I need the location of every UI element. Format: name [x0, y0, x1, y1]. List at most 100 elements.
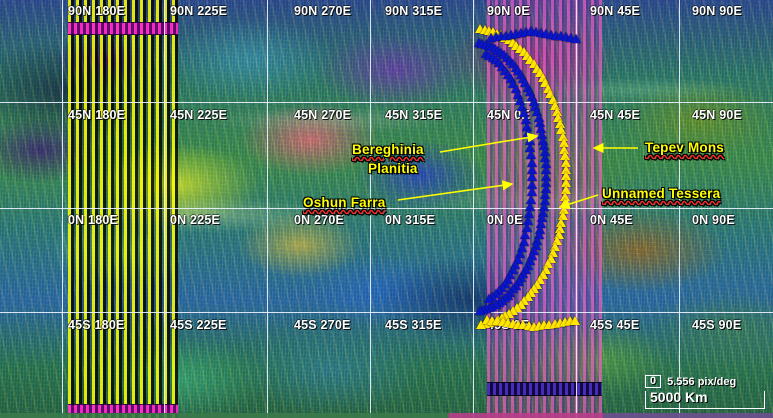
footprint-marker-blue-i35 [512, 254, 523, 264]
footprint-marker-yellow-49 [538, 269, 548, 279]
footprint-marker-yellow-b13 [549, 318, 560, 328]
footprint-marker-yellow-b10 [534, 321, 544, 331]
footprint-marker-yellow-31 [560, 158, 571, 168]
footprint-marker-yellow-34 [560, 178, 571, 188]
footprint-marker-yellow-19 [542, 83, 553, 93]
footprint-marker-yellow-33 [560, 171, 571, 181]
footprint-marker-blue-30 [540, 153, 551, 163]
scale-distance-bar: 5000 Km [645, 389, 765, 409]
footprint-marker-blue-i26 [526, 194, 537, 204]
footprint-marker-blue-24 [534, 118, 545, 128]
footprint-marker-yellow-48 [540, 264, 551, 274]
footprint-marker-yellow-18 [540, 78, 551, 88]
footprint-marker-blue-i24 [526, 179, 537, 189]
footprint-marker-blue-i7 [502, 69, 513, 79]
footprint-marker-yellow-46 [545, 253, 556, 263]
footprint-marker-blue-i11 [513, 90, 524, 99]
footprint-marker-yellow-17 [537, 73, 548, 83]
footprint-marker-yellow-b8 [523, 321, 534, 331]
annotation-unnamed-tessera: Unnamed Tessera [602, 186, 721, 201]
footprint-marker-yellow-24 [553, 112, 564, 122]
footprint-marker-yellow-25 [554, 118, 565, 128]
footprint-marker-blue-i12 [515, 95, 526, 105]
footprint-marker-blue-42 [535, 224, 546, 234]
footprint-marker-blue-i15 [520, 114, 531, 124]
footprint-marker-yellow-47 [543, 259, 554, 269]
footprint-marker-blue-37 [539, 195, 550, 205]
footprint-marker-blue-45 [530, 241, 541, 250]
footprint-marker-blue-i21 [526, 157, 537, 167]
footprint-marker-blue-i31 [520, 229, 531, 239]
footprint-marker-blue-17 [522, 82, 533, 92]
footprint-marker-blue-i14 [519, 108, 530, 118]
footprint-marker-yellow-21 [547, 94, 558, 104]
footprint-marker-yellow-50 [535, 274, 546, 284]
footprint-marker-yellow-b5 [508, 318, 518, 328]
footprint-marker-blue-22 [532, 107, 543, 117]
orbit-track-stripes-yellow [68, 0, 178, 418]
footprint-marker-yellow-23 [551, 106, 562, 116]
footprint-marker-yellow-b4 [502, 318, 513, 327]
footprint-marker-yellow-26 [556, 125, 567, 135]
footprint-marker-yellow-b17 [570, 315, 581, 325]
footprint-marker-blue-21 [530, 102, 541, 112]
footprint-marker-blue-i32 [518, 236, 529, 246]
footprint-marker-yellow-29 [559, 144, 570, 154]
footprint-marker-blue-i8 [505, 74, 516, 84]
footprint-marker-blue-i34 [514, 248, 525, 258]
footprint-marker-yellow-b7 [518, 320, 529, 330]
footprint-marker-yellow-b6 [513, 319, 524, 329]
footprint-marker-blue-47 [527, 251, 538, 261]
footprint-marker-yellow-b1 [487, 315, 498, 325]
orbit-cap-bar-south-0e [487, 382, 602, 396]
footprint-marker-yellow-22 [549, 100, 560, 110]
footprint-marker-blue-38 [539, 201, 550, 211]
orbit-cap-bar-north-180e [68, 22, 178, 35]
footprint-marker-yellow-40 [556, 217, 567, 227]
footprint-marker-blue-41 [536, 219, 547, 229]
footprint-marker-yellow-15 [531, 63, 542, 73]
footprint-marker-yellow-b0 [482, 314, 492, 324]
footprint-marker-blue-i25 [526, 187, 537, 197]
footprint-marker-yellow-41 [555, 224, 566, 234]
footprint-marker-blue-i30 [521, 223, 532, 233]
footprint-marker-yellow-b12 [544, 319, 555, 329]
footprint-marker-yellow-b2 [492, 316, 503, 326]
footprint-marker-blue-18 [524, 87, 535, 97]
footprint-marker-yellow-16 [534, 68, 545, 78]
footprint-marker-blue-t17 [571, 34, 581, 44]
footprint-marker-yellow-32 [560, 164, 571, 174]
footprint-marker-blue-i33 [516, 242, 527, 252]
footprint-marker-yellow-b14 [554, 318, 565, 327]
footprint-marker-blue-i29 [523, 216, 534, 226]
scale-bar-widget: 0 5.556 pix/deg 5000 Km [645, 375, 765, 409]
footprint-marker-yellow-b15 [560, 317, 570, 327]
footprint-marker-yellow-27 [557, 131, 568, 141]
footprint-marker-blue-66 [474, 305, 485, 315]
footprint-marker-blue-i23 [526, 172, 537, 182]
footprint-marker-blue-23 [533, 112, 544, 122]
footprint-marker-yellow-43 [551, 236, 562, 246]
footprint-marker-yellow-b9 [528, 322, 539, 331]
footprint-marker-yellow-30 [560, 151, 571, 161]
footprint-marker-yellow-44 [549, 242, 560, 252]
footprint-marker-yellow-38 [558, 204, 569, 214]
footprint-marker-blue-34 [540, 177, 551, 187]
footprint-marker-yellow-42 [553, 230, 564, 240]
footprint-marker-yellow-20 [545, 89, 556, 99]
footprint-marker-blue-i28 [524, 209, 535, 219]
annotation-oshun-farra: Oshun Farra [303, 195, 386, 210]
footprint-marker-yellow-45 [547, 248, 558, 258]
footprint-marker-blue-i22 [526, 164, 537, 174]
footprint-marker-blue-32 [540, 165, 551, 175]
footprint-marker-blue-i38 [505, 270, 516, 280]
footprint-marker-blue-31 [540, 159, 551, 169]
annotation-bereghinia-planitia-line1: Bereghinia [352, 142, 424, 157]
footprint-marker-blue-i9 [508, 79, 519, 89]
footprint-marker-blue-i27 [525, 202, 536, 212]
scale-zero-label: 0 [645, 375, 662, 388]
footprint-marker-blue-i37 [507, 265, 518, 275]
footprint-marker-blue-43 [533, 230, 544, 240]
footprint-marker-yellow-28 [558, 138, 569, 148]
